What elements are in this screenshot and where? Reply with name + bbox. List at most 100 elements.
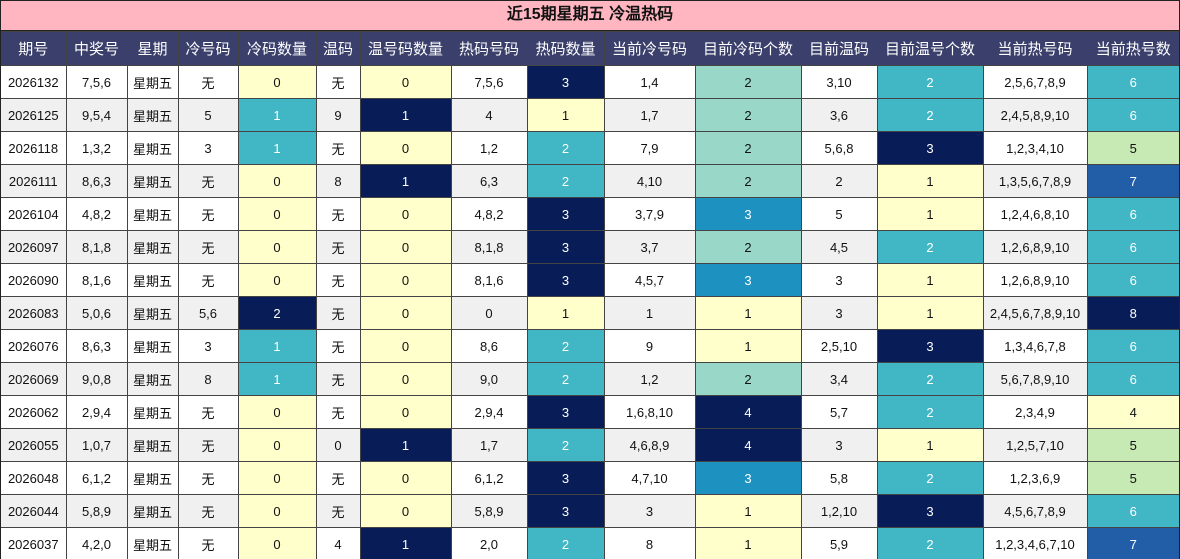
table-cell: 2026055 bbox=[1, 428, 67, 462]
table-cell: 无 bbox=[177, 263, 239, 297]
column-header: 温码 bbox=[315, 31, 361, 66]
table-row: 2026044 5,8,9 星期五无 0 无 0 5,8,9 3 3 1 1,2,10 3 4,5,6,… bbox=[1, 494, 1179, 528]
table-cell: 4 bbox=[450, 98, 528, 132]
table-cell: 2 bbox=[876, 527, 984, 559]
table-cell: 0 bbox=[315, 428, 361, 462]
table-cell: 星期五 bbox=[126, 230, 179, 264]
table-cell: 1,2,3,4,10 bbox=[982, 131, 1088, 165]
table-cell: 1 bbox=[526, 296, 605, 330]
table-cell: 2 bbox=[526, 164, 605, 198]
table-cell: 6 bbox=[1086, 494, 1179, 528]
table-cell: 2026037 bbox=[1, 527, 67, 559]
table-cell: 5,6 bbox=[177, 296, 239, 330]
table-cell: 3 bbox=[526, 65, 605, 99]
table-cell: 无 bbox=[315, 263, 361, 297]
table-cell: 4 bbox=[694, 395, 802, 429]
table-cell: 1 bbox=[876, 164, 984, 198]
table-cell: 3 bbox=[526, 263, 605, 297]
report-title: 近15期星期五 冷温热码 bbox=[1, 1, 1179, 31]
column-header: 冷号码 bbox=[177, 31, 239, 66]
table-cell: 0 bbox=[237, 428, 317, 462]
table-cell: 1 bbox=[526, 98, 605, 132]
table-cell: 2,4,5,8,9,10 bbox=[982, 98, 1088, 132]
table-cell: 1,2,3,4,6,7,10 bbox=[982, 527, 1088, 559]
table-cell: 1,3,2 bbox=[65, 131, 128, 165]
table-cell: 4,7,10 bbox=[603, 461, 696, 495]
table-cell: 2026069 bbox=[1, 362, 67, 396]
column-header: 中奖号 bbox=[65, 31, 128, 66]
table-cell: 0 bbox=[450, 296, 528, 330]
table-cell: 无 bbox=[177, 164, 239, 198]
table-cell: 0 bbox=[237, 263, 317, 297]
table-cell: 2 bbox=[526, 428, 605, 462]
column-header: 目前温号个数 bbox=[876, 31, 984, 66]
table-row: 2026062 2,9,4 星期五无 0 无 0 2,9,4 3 1,6,8,10 4 5,7 2 2,… bbox=[1, 395, 1179, 429]
table-cell: 1 bbox=[359, 164, 452, 198]
table-cell: 5,0,6 bbox=[65, 296, 128, 330]
table-cell: 1,7 bbox=[450, 428, 528, 462]
table-cell: 3 bbox=[876, 494, 984, 528]
table-cell: 0 bbox=[237, 494, 317, 528]
table-cell: 3,7 bbox=[603, 230, 696, 264]
table-cell: 0 bbox=[237, 230, 317, 264]
table-cell: 8,6,3 bbox=[65, 329, 128, 363]
table-cell: 1,0,7 bbox=[65, 428, 128, 462]
table-cell: 2026132 bbox=[1, 65, 67, 99]
table-cell: 3,7,9 bbox=[603, 197, 696, 231]
table-cell: 7 bbox=[1086, 164, 1179, 198]
table-cell: 1 bbox=[694, 296, 802, 330]
table-cell: 0 bbox=[359, 461, 452, 495]
table-cell: 2026125 bbox=[1, 98, 67, 132]
table-cell: 2,3,4,9 bbox=[982, 395, 1088, 429]
table-cell: 8,6 bbox=[450, 329, 528, 363]
table-cell: 星期五 bbox=[126, 428, 179, 462]
table-cell: 8 bbox=[177, 362, 239, 396]
table-cell: 无 bbox=[177, 65, 239, 99]
table-cell: 0 bbox=[359, 362, 452, 396]
table-cell: 2 bbox=[876, 65, 984, 99]
table-cell: 无 bbox=[315, 329, 361, 363]
table-cell: 无 bbox=[315, 362, 361, 396]
table-cell: 3 bbox=[800, 263, 878, 297]
table-cell: 0 bbox=[359, 263, 452, 297]
table-cell: 3 bbox=[526, 494, 605, 528]
table-row: 2026104 4,8,2 星期五无 0 无 0 4,8,2 3 3,7,9 3 5 1 1,2,4,6… bbox=[1, 197, 1179, 231]
table-cell: 2,9,4 bbox=[65, 395, 128, 429]
table-cell: 1 bbox=[359, 98, 452, 132]
column-header: 当前热号码 bbox=[982, 31, 1088, 66]
table-row: 2026118 1,3,2 星期五 3 1 无 0 1,2 2 7,9 2 5,6,8 3 1,2,3,4… bbox=[1, 131, 1179, 165]
table-cell: 6 bbox=[1086, 65, 1179, 99]
table-cell: 3,6 bbox=[800, 98, 878, 132]
table-cell: 6 bbox=[1086, 98, 1179, 132]
column-header: 星期 bbox=[126, 31, 179, 66]
table-row: 2026076 8,6,3 星期五 3 1 无 0 8,6 2 9 1 2,5,10 3 1,3,4,6,… bbox=[1, 329, 1179, 363]
table-cell: 8,1,6 bbox=[450, 263, 528, 297]
table-cell: 无 bbox=[315, 197, 361, 231]
column-header: 温号码数量 bbox=[359, 31, 452, 66]
table-cell: 3 bbox=[177, 329, 239, 363]
table-cell: 5 bbox=[1086, 461, 1179, 495]
table-row: 2026083 5,0,6 星期五 5,6 2 无 0 0 1 1 1 3 1 2,4,5,6,7,8,9… bbox=[1, 296, 1179, 330]
table-cell: 5,8 bbox=[800, 461, 878, 495]
table-cell: 0 bbox=[237, 527, 317, 559]
table-cell: 无 bbox=[315, 461, 361, 495]
table-cell: 无 bbox=[177, 428, 239, 462]
table-cell: 3 bbox=[526, 461, 605, 495]
table-cell: 2 bbox=[526, 131, 605, 165]
table-row: 2026097 8,1,8 星期五无 0 无 0 8,1,8 3 3,7 2 4,5 2 1,2,6,8… bbox=[1, 230, 1179, 264]
table-cell: 6,3 bbox=[450, 164, 528, 198]
table-cell: 5 bbox=[177, 98, 239, 132]
column-header: 当前冷号码 bbox=[603, 31, 696, 66]
table-cell: 2 bbox=[694, 164, 802, 198]
table-cell: 1,2,6,8,9,10 bbox=[982, 263, 1088, 297]
table-cell: 2 bbox=[800, 164, 878, 198]
table-cell: 3 bbox=[694, 263, 802, 297]
table-cell: 1 bbox=[876, 263, 984, 297]
table-cell: 2026118 bbox=[1, 131, 67, 165]
table-cell: 7 bbox=[1086, 527, 1179, 559]
table-cell: 0 bbox=[359, 131, 452, 165]
column-header: 冷码数量 bbox=[237, 31, 317, 66]
table-cell: 2 bbox=[526, 527, 605, 559]
table-cell: 0 bbox=[359, 494, 452, 528]
table-cell: 星期五 bbox=[126, 461, 179, 495]
